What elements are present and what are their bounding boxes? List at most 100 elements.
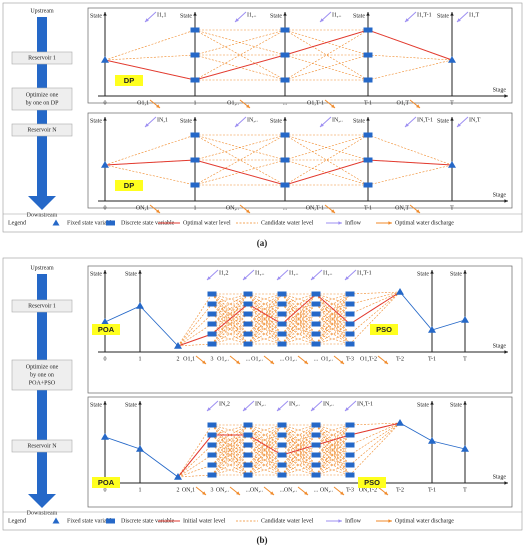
discrete-state — [311, 321, 321, 327]
discrete-state — [277, 462, 287, 468]
legend-inflow-head — [338, 519, 342, 523]
candidate-level — [247, 434, 283, 456]
candidate-level — [194, 134, 286, 186]
discrete-state — [190, 52, 200, 58]
candidate-level — [281, 313, 317, 335]
candidate-level — [315, 303, 351, 325]
stage-tick-label: T-1 — [364, 100, 372, 106]
method-label: by one on DP — [26, 100, 59, 106]
reservoir-box — [11, 123, 73, 137]
candidate-level — [211, 464, 249, 476]
candidate-level — [281, 434, 317, 476]
legend-item: Inflow — [345, 517, 362, 524]
state-label: State — [417, 402, 429, 408]
legend-discrete — [106, 220, 115, 226]
candidate-level — [211, 303, 249, 335]
outflow-label: O1,.. — [285, 356, 297, 362]
stage-tick-label: 1 — [139, 356, 142, 362]
stage-tick-label: 1 — [194, 100, 197, 106]
state-axis-head — [430, 401, 434, 405]
candidate-level — [367, 134, 453, 166]
method-badge — [358, 477, 386, 488]
outflow-label: O1,T — [397, 100, 410, 106]
discrete-state — [345, 452, 355, 458]
stage-tick-label: T — [463, 356, 467, 362]
candidate-level — [211, 333, 249, 345]
candidate-level — [284, 29, 369, 81]
stage-tick-label: 1 — [139, 487, 142, 493]
discrete-state — [311, 331, 321, 337]
legend-item: Fixed state variable — [67, 518, 114, 524]
candidate-level — [281, 424, 317, 456]
discrete-state — [345, 341, 355, 347]
discrete-state — [277, 301, 287, 307]
outflow-label: O1,T-1 — [307, 100, 324, 106]
method-badge-label: DP — [124, 76, 134, 85]
candidate-level — [367, 164, 453, 186]
candidate-level — [315, 454, 351, 476]
candidate-level — [281, 444, 317, 466]
candidate-level — [315, 303, 351, 335]
stage-axis-head — [504, 350, 508, 354]
inflow-label: I1,1 — [157, 12, 167, 18]
candidate-level — [281, 424, 317, 446]
discrete-state — [345, 301, 355, 307]
discrete-state — [345, 422, 355, 428]
discrete-state — [345, 331, 355, 337]
outflow-arrow-head — [202, 491, 206, 495]
method-label: by one on — [30, 372, 54, 378]
candidate-level — [177, 464, 213, 478]
discrete-state — [207, 452, 217, 458]
discrete-state — [243, 432, 253, 438]
candidate-level — [315, 313, 351, 345]
discrete-state — [207, 422, 217, 428]
state-axis-head — [103, 12, 107, 16]
discrete-state — [190, 77, 200, 83]
inflow-label: I1,T-1 — [357, 270, 372, 276]
candidate-level — [315, 424, 351, 446]
inflow-arrow-head — [311, 276, 315, 280]
candidate-level — [247, 293, 283, 345]
discrete-state — [207, 311, 217, 317]
legend-item: Optimal water discharge — [395, 220, 454, 226]
discrete-state — [311, 311, 321, 317]
state-label: State — [270, 118, 282, 124]
legend-item: Optimal water level — [183, 220, 231, 226]
outflow-label: O1,1 — [183, 356, 195, 362]
outflow-label: ON,.. — [226, 205, 240, 211]
candidate-level — [281, 293, 317, 315]
inflow-arrow-head — [243, 276, 247, 280]
candidate-level — [211, 424, 249, 436]
stage-tick-label: T-1 — [364, 205, 372, 211]
candidate-level — [247, 313, 283, 345]
method-box — [11, 359, 73, 391]
candidate-level — [247, 333, 283, 345]
inflow-label: IN,T — [469, 117, 481, 123]
discrete-state — [243, 311, 253, 317]
outflow-label: ON,.. — [250, 487, 264, 493]
candidate-level — [281, 313, 317, 335]
candidate-level — [281, 444, 317, 466]
candidate-level — [211, 293, 249, 335]
discrete-state — [277, 321, 287, 327]
candidate-level — [247, 424, 283, 456]
candidate-level — [284, 134, 369, 186]
panel-frame — [2, 257, 523, 531]
candidate-level — [281, 323, 317, 345]
fixed-state — [396, 419, 404, 426]
outflow-label: ON,.. — [320, 487, 334, 493]
candidate-level — [211, 293, 249, 305]
inflow-arrow-head — [145, 18, 149, 22]
discrete-state — [363, 27, 373, 33]
stage-tick-label: T-2 — [396, 487, 404, 493]
method-badge-label: DP — [124, 181, 134, 190]
downstream-label: Downstream — [27, 510, 58, 516]
outflow-label: ON,1 — [136, 205, 149, 211]
state-label: State — [90, 271, 102, 277]
stage-tick-label: 3 — [211, 356, 214, 362]
fixed-state — [101, 56, 109, 63]
discrete-state — [311, 432, 321, 438]
candidate-level — [315, 303, 351, 325]
inflow-label: IN,T-1 — [417, 117, 433, 123]
candidate-level — [315, 293, 351, 315]
